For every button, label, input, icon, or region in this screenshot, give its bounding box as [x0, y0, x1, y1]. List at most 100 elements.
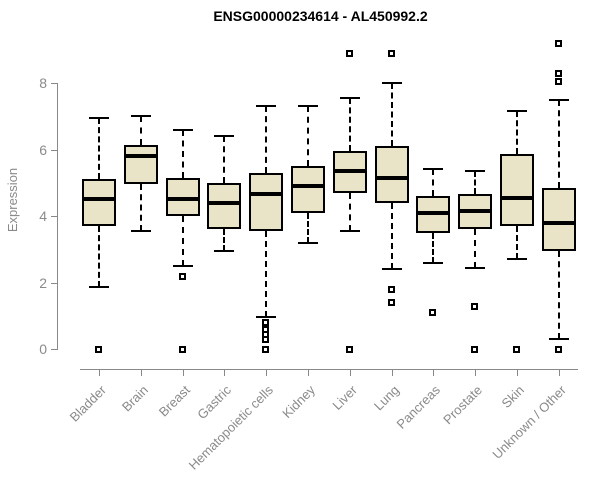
box [541, 187, 576, 251]
outlier-point [178, 272, 186, 280]
median-line [332, 169, 367, 174]
outlier-point [262, 346, 270, 353]
whisker-lower [181, 216, 184, 266]
whisker-cap-upper [298, 105, 318, 108]
whisker-cap-upper [548, 98, 569, 101]
y-axis-line [57, 83, 58, 350]
x-tick [433, 370, 435, 376]
y-tick-label: 6 [39, 141, 47, 158]
median-line [458, 209, 493, 213]
x-tick [558, 370, 560, 376]
outlier-point [345, 346, 353, 353]
whisker-lower [223, 229, 226, 251]
whisker-cap-lower [214, 249, 235, 252]
whisker-cap-lower [423, 261, 444, 264]
x-tick [140, 370, 142, 376]
whisker-upper [557, 99, 560, 188]
x-tick [349, 370, 351, 376]
x-tick [517, 370, 518, 376]
whisker-cap-lower [89, 286, 109, 289]
whisker-lower [348, 192, 351, 231]
chart-title: ENSG00000234614 - AL450992.2 [213, 8, 428, 24]
box [82, 179, 116, 226]
outlier-point [262, 319, 270, 327]
whisker-lower [516, 225, 518, 260]
whisker-upper [265, 106, 268, 173]
y-tick [51, 149, 57, 151]
whisker-cap-upper [507, 110, 527, 113]
whisker-upper [348, 97, 351, 152]
x-tick [308, 370, 309, 376]
whisker-lower [474, 229, 477, 268]
whisker-upper [98, 117, 100, 180]
x-tick [182, 370, 184, 376]
whisker-lower [390, 202, 393, 270]
outlier-point [178, 346, 186, 353]
outlier-point [387, 50, 395, 58]
x-tick [391, 370, 393, 376]
outlier-point [387, 286, 395, 294]
outlier-point [554, 346, 562, 353]
box [291, 166, 325, 213]
y-tick-label: 8 [39, 75, 47, 91]
outlier-point [471, 302, 479, 310]
box [123, 144, 158, 185]
whisker-cap-upper [214, 135, 235, 138]
whisker-upper [181, 129, 184, 178]
box [207, 182, 242, 230]
whisker-lower [432, 232, 435, 263]
median-line [249, 192, 284, 197]
whisker-lower [307, 212, 309, 243]
x-axis-line [80, 369, 578, 370]
whisker-cap-lower [507, 258, 527, 261]
whisker-cap-lower [381, 268, 402, 271]
x-tick [475, 370, 477, 376]
whisker-cap-lower [256, 316, 277, 319]
box [374, 146, 409, 203]
whisker-lower [557, 250, 560, 340]
outlier-point [554, 40, 562, 48]
y-tick-label: 0 [39, 341, 47, 357]
whisker-upper [432, 169, 435, 197]
median-line [123, 154, 158, 159]
y-tick-label: 2 [39, 274, 47, 291]
median-line [374, 175, 409, 180]
whisker-cap-lower [339, 229, 360, 232]
x-tick [266, 370, 268, 376]
outlier-point [95, 346, 102, 353]
whisker-upper [223, 136, 226, 183]
whisker-upper [516, 111, 518, 155]
whisker-cap-lower [130, 229, 151, 232]
y-tick [51, 282, 57, 284]
outlier-point [471, 346, 479, 353]
outlier-point [554, 70, 562, 78]
median-line [416, 210, 451, 215]
y-tick [51, 349, 57, 350]
whisker-lower [265, 230, 268, 318]
whisker-upper [474, 171, 477, 195]
median-line [207, 200, 242, 205]
median-line [165, 197, 200, 202]
whisker-upper [307, 106, 309, 167]
whisker-cap-lower [548, 338, 569, 341]
median-line [291, 184, 325, 189]
y-tick [51, 83, 57, 84]
whisker-lower [98, 225, 100, 288]
x-tick [224, 370, 226, 376]
y-tick [51, 216, 57, 217]
box [165, 177, 200, 216]
outlier-point [429, 309, 437, 317]
median-line [82, 197, 116, 202]
outlier-point [513, 346, 520, 353]
whisker-cap-upper [256, 105, 277, 108]
box [500, 154, 534, 226]
whisker-cap-upper [465, 170, 486, 173]
outlier-point [387, 299, 395, 307]
whisker-cap-upper [172, 128, 193, 131]
box [249, 172, 284, 231]
whisker-upper [390, 83, 393, 147]
whisker-cap-lower [172, 264, 193, 267]
whisker-cap-upper [339, 96, 360, 99]
whisker-cap-lower [465, 266, 486, 269]
